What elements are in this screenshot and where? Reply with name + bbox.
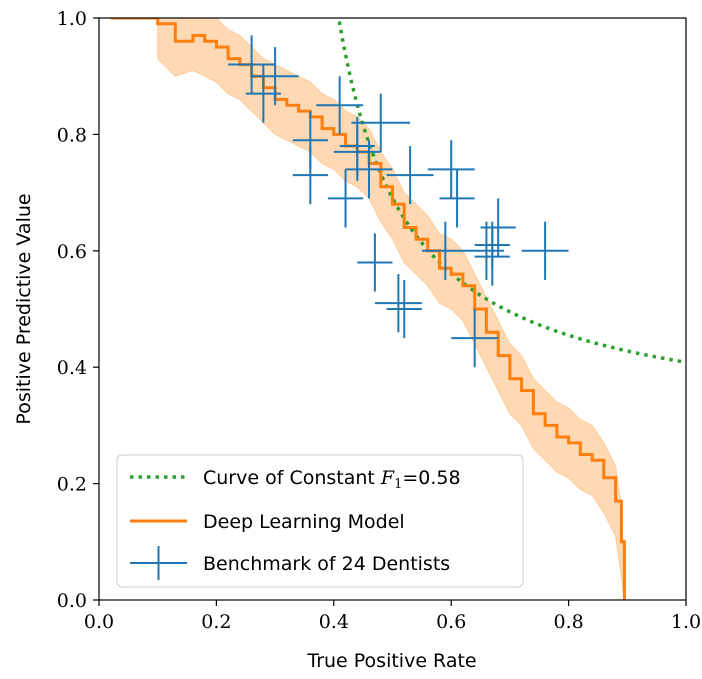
model-curve [110, 18, 626, 600]
x-axis-label: True Positive Rate [306, 650, 476, 672]
dentist-marker [316, 76, 364, 135]
x-tick-label: 0.0 [84, 611, 114, 633]
legend-f1-label: Curve of Constant F1=0.58 [203, 467, 461, 492]
dentist-marker [386, 279, 422, 339]
dentist-marker [351, 93, 411, 152]
dentist-marker [251, 47, 299, 106]
x-tick-label: 0.2 [201, 611, 231, 633]
dentist-marker [439, 169, 475, 228]
dentist-marker [327, 169, 364, 228]
dentist-marker [451, 309, 499, 368]
dentist-marker [357, 233, 393, 292]
x-tick-label: 0.6 [436, 611, 466, 633]
dentist-markers-layer [228, 35, 569, 368]
dentist-marker [468, 221, 505, 280]
y-tick-label: 0.6 [57, 241, 87, 263]
y-tick-label: 0.4 [57, 357, 87, 379]
dentist-marker [427, 140, 475, 199]
legend-f1-suffix: =0.58 [402, 467, 460, 489]
dentist-marker [345, 140, 393, 199]
dentist-marker [339, 116, 375, 176]
dentist-marker [228, 35, 276, 94]
x-tick-label: 0.8 [553, 611, 583, 633]
legend: Curve of Constant F1=0.58 Deep Learning … [116, 454, 524, 588]
dentist-marker [474, 221, 510, 269]
dentist-marker [521, 221, 569, 280]
dentist-marker [292, 146, 328, 205]
dentist-marker [374, 274, 422, 333]
legend-box [116, 454, 524, 588]
y-axis-ticks: 0.0 0.2 0.4 0.6 0.8 1.0 [57, 8, 99, 612]
legend-f1-prefix: Curve of Constant [203, 467, 381, 489]
x-tick-label: 1.0 [671, 611, 701, 633]
f1-curve-layer [337, 21, 686, 365]
f1-constant-curve [337, 21, 686, 365]
x-axis-ticks: 0.0 0.2 0.4 0.6 0.8 1.0 [84, 600, 701, 633]
y-tick-label: 0.2 [57, 474, 87, 496]
legend-f1-subscript: 1 [394, 477, 402, 492]
y-axis-label: Positive Predictive Value [13, 193, 35, 424]
dentist-marker [245, 64, 281, 123]
legend-f1-symbol: F [380, 467, 395, 489]
model-curve-layer [110, 18, 626, 600]
y-tick-label: 0.8 [57, 124, 87, 146]
legend-dentist-label: Benchmark of 24 Dentists [203, 553, 450, 575]
dentist-marker [421, 221, 469, 280]
x-tick-label: 0.4 [319, 611, 349, 633]
y-tick-label: 0.0 [57, 590, 87, 612]
y-tick-label: 1.0 [57, 8, 87, 30]
plot-frame [98, 17, 687, 601]
legend-model-label: Deep Learning Model [203, 511, 405, 533]
dentist-marker [386, 146, 434, 205]
